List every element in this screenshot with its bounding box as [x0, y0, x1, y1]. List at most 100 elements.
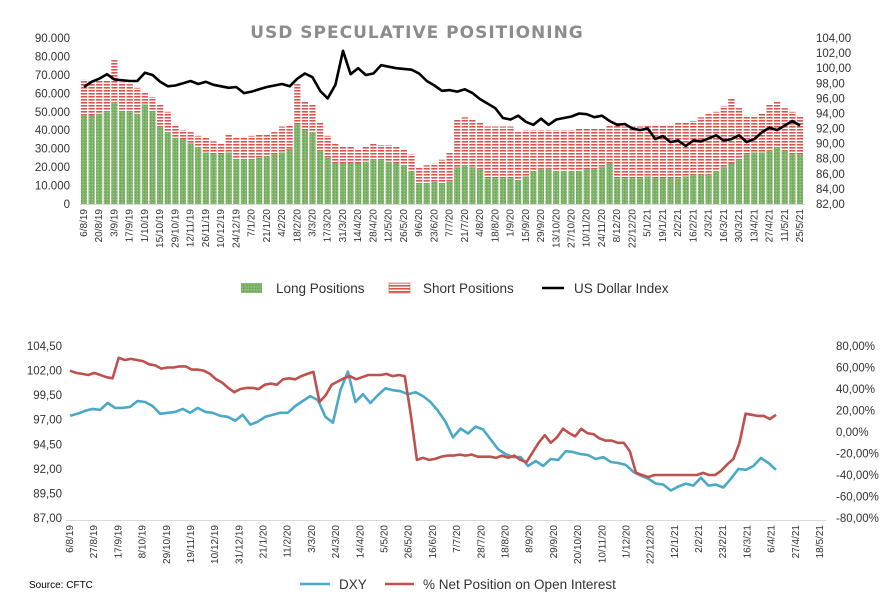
top-x-axis: 6/8/19 20/8/19 3/9/19 17/9/19 1/10/19 15/10/1…: [79, 209, 806, 248]
long-position-bar: [492, 178, 499, 204]
top-left-tick-label: 20.000: [35, 162, 70, 174]
bottom-x-tick-label: 5/5/20: [380, 525, 391, 553]
bottom-x-tick-label: 19/11/19: [186, 525, 197, 564]
bottom-left-tick-label: 104,50: [27, 341, 62, 353]
long-position-bar: [705, 174, 712, 204]
top-x-tick-label: 20/8/19: [94, 209, 105, 243]
bottom-right-axis: -80,00% -60,00% -40,00% -20,00% 0,00% 20,00% 4…: [836, 341, 879, 525]
top-right-tick-label: 102,00: [816, 48, 851, 60]
top-x-tick-label: 4/8/20: [475, 209, 486, 237]
short-position-bar: [317, 122, 324, 151]
short-position-bar: [423, 165, 430, 184]
short-position-bar: [675, 122, 682, 179]
top-right-tick-label: 94,00: [816, 108, 845, 120]
top-x-tick-label: 8/12/20: [612, 209, 623, 243]
short-position-bar: [263, 133, 270, 156]
long-position-bar: [469, 167, 476, 204]
top-x-tick-label: 13/10/20: [551, 209, 562, 248]
top-x-tick-label: 3/9/19: [109, 209, 120, 237]
short-position-bar: [530, 130, 537, 171]
bottom-x-tick-label: 28/7/20: [476, 525, 487, 559]
top-chart-title: USD SPECULATIVE POSITIONING: [250, 23, 584, 43]
long-position-bar: [416, 183, 423, 204]
short-position-bar: [324, 135, 331, 158]
short-position-bar: [751, 115, 758, 153]
long-position-bar: [774, 146, 781, 204]
top-x-tick-label: 24/12/19: [231, 209, 242, 248]
top-x-tick-label: 12/5/20: [384, 209, 395, 243]
bottom-right-tick-label: 40,00%: [836, 384, 875, 396]
long-position-bar: [781, 150, 788, 204]
top-x-tick-label: 27/4/21: [765, 209, 776, 243]
long-position-bar: [560, 170, 567, 204]
top-x-tick-label: 14/4/20: [353, 209, 364, 243]
top-left-tick-label: 0: [64, 199, 70, 211]
long-position-bar: [537, 169, 545, 204]
long-position-bar: [301, 130, 308, 204]
top-left-tick-label: 80.000: [35, 51, 70, 63]
short-position-bar: [96, 80, 103, 114]
short-position-bar: [210, 141, 217, 155]
bottom-x-tick-label: 29/10/19: [162, 525, 173, 564]
bottom-right-tick-label: 0,00%: [836, 427, 869, 439]
long-position-bar: [659, 178, 666, 204]
short-position-bar: [416, 167, 423, 184]
top-x-tick-label: 27/10/20: [566, 209, 577, 248]
top-x-tick-label: 13/4/21: [749, 209, 760, 243]
short-position-bar: [560, 130, 567, 171]
short-position-bar: [240, 137, 247, 160]
short-position-bar: [301, 100, 308, 131]
bottom-right-tick-label: -20,00%: [836, 449, 879, 461]
top-x-tick-label: 15/10/19: [155, 209, 166, 248]
short-position-bar: [202, 137, 209, 153]
top-x-tick-label: 11/5/21: [780, 209, 791, 242]
long-position-bar: [446, 181, 453, 204]
short-position-bar: [256, 133, 263, 158]
top-right-tick-label: 100,00: [816, 63, 851, 75]
bottom-x-tick-label: 12/1/21: [670, 525, 681, 559]
short-position-bar: [278, 126, 286, 153]
short-position-bar: [309, 104, 316, 133]
bottom-x-tick-label: 6/8/19: [65, 525, 76, 553]
long-position-bar: [629, 178, 636, 204]
top-x-tick-label: 22/12/20: [627, 209, 638, 248]
top-x-tick-label: 7/1/20: [247, 209, 258, 237]
short-position-bar: [248, 135, 255, 160]
short-position-bar: [591, 128, 598, 169]
bottom-right-tick-label: 60,00%: [836, 363, 875, 375]
short-position-bar: [141, 91, 148, 105]
long-position-bar: [347, 163, 354, 204]
top-x-tick-label: 26/5/20: [399, 209, 410, 243]
top-x-tick-label: 16/3/21: [719, 209, 730, 243]
short-position-bar: [454, 119, 461, 168]
bottom-x-tick-label: 21/1/20: [259, 525, 270, 559]
bottom-x-tick-label: 18/5/21: [815, 525, 826, 559]
top-x-tick-label: 21/1/20: [262, 209, 273, 243]
legend-dxy-label: DXY: [339, 577, 367, 592]
short-position-bar: [88, 81, 95, 116]
long-position-bar: [210, 154, 217, 204]
net-position-line: [69, 356, 777, 479]
short-position-bar: [515, 132, 522, 181]
short-position-bar: [621, 126, 628, 179]
long-position-bar: [515, 180, 522, 204]
top-x-tick-label: 21/7/20: [460, 209, 471, 243]
top-x-tick-label: 19/1/21: [658, 209, 669, 243]
long-position-bar: [728, 163, 735, 204]
short-position-bar: [576, 128, 583, 171]
top-right-tick-label: 104,00: [816, 33, 851, 45]
long-position-bar: [248, 159, 255, 204]
long-position-bar: [80, 114, 88, 204]
short-position-bar: [187, 132, 194, 144]
top-x-tick-label: 3/3/20: [308, 209, 319, 237]
short-position-bar: [134, 87, 141, 114]
short-position-bar: [438, 159, 446, 184]
long-position-bar: [789, 154, 796, 204]
legend-index-label: US Dollar Index: [574, 281, 669, 296]
us-dollar-index-line: [83, 49, 801, 148]
long-position-bar: [370, 159, 377, 204]
long-position-bar: [240, 159, 247, 204]
top-x-tick-label: 17/9/19: [125, 209, 136, 243]
long-position-bar: [218, 154, 225, 204]
long-position-bar: [195, 146, 202, 204]
